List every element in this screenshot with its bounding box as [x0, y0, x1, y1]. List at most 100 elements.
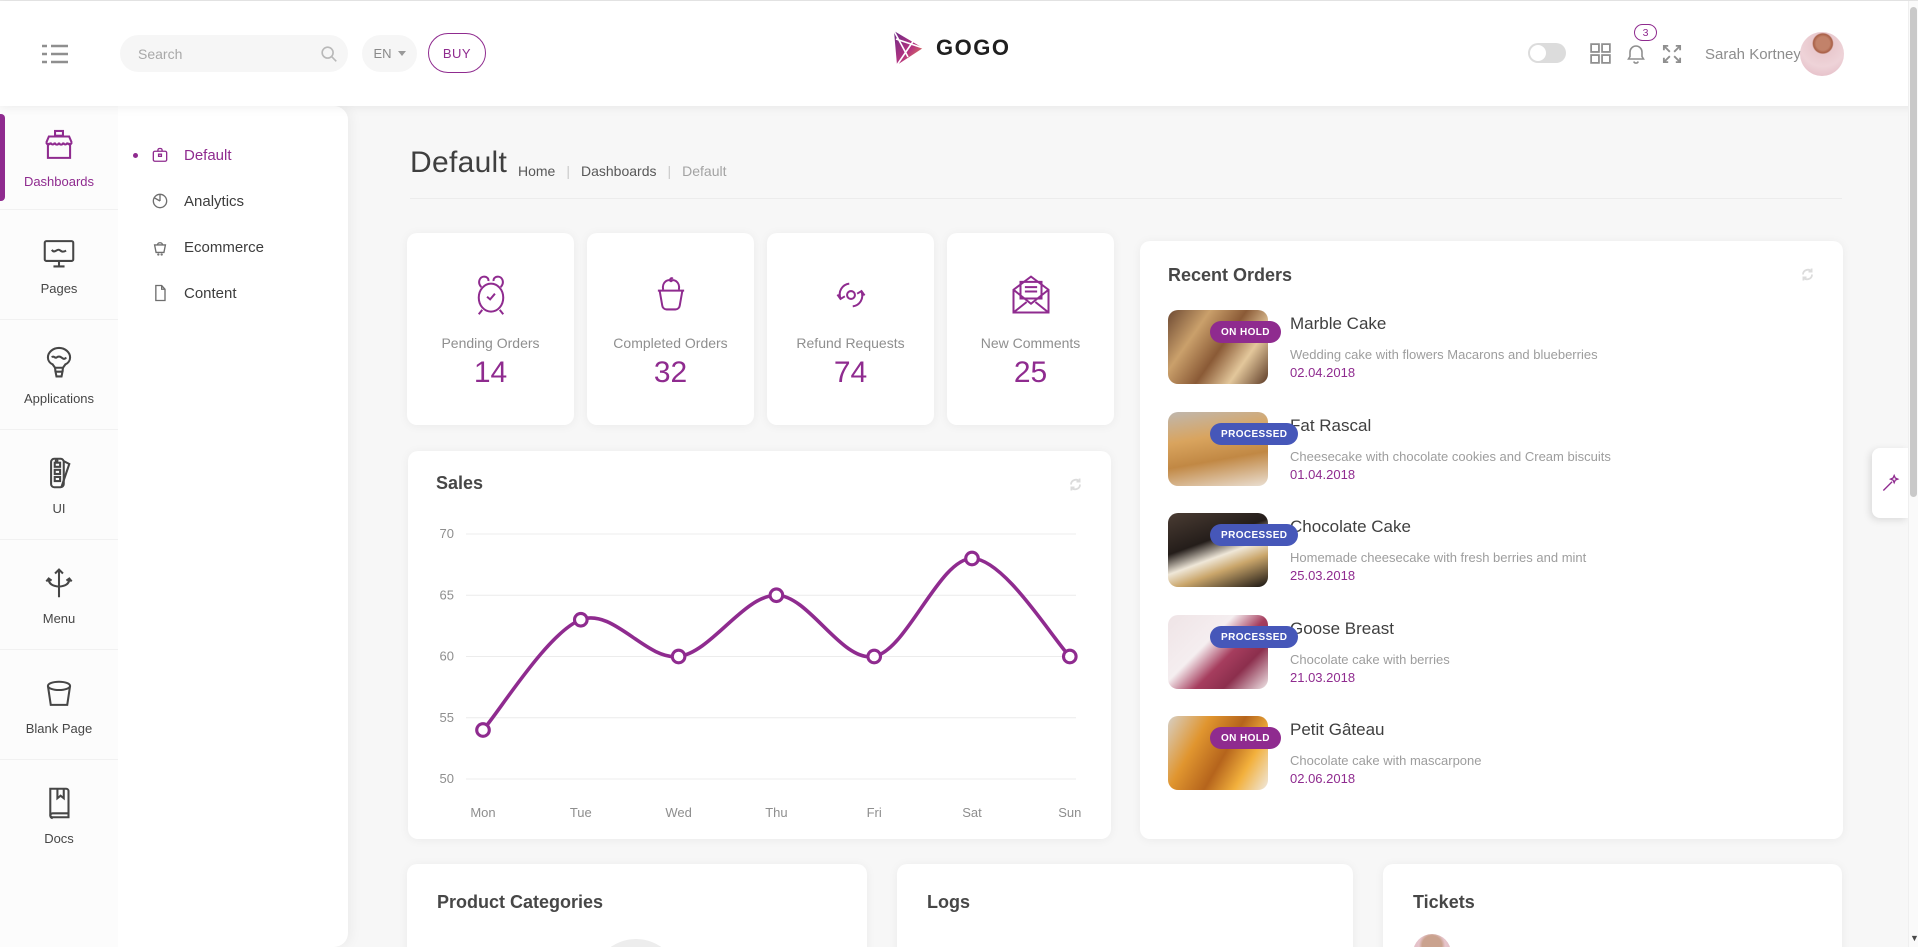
order-name[interactable]: Petit Gâteau — [1290, 720, 1385, 739]
search-input[interactable] — [138, 45, 319, 62]
stat-label: Pending Orders — [441, 335, 540, 351]
ticket-avatar — [1413, 934, 1451, 947]
svg-text:Tue: Tue — [570, 805, 592, 820]
secondary-sidebar: Default Analytics Ecommerce Content — [118, 106, 348, 947]
order-status-badge: ON HOLD — [1210, 727, 1281, 749]
order-description: Wedding cake with flowers Macarons and b… — [1290, 347, 1598, 362]
gogo-logo-icon — [893, 30, 924, 66]
order-row[interactable]: PROCESSED Chocolate Cake Homemade cheese… — [1168, 513, 1816, 587]
dark-mode-toggle[interactable] — [1528, 43, 1566, 63]
page-title: Default — [410, 146, 508, 179]
order-name[interactable]: Fat Rascal — [1290, 416, 1372, 435]
sidebar-item-label: UI — [52, 500, 66, 516]
svg-text:65: 65 — [440, 587, 454, 602]
svg-text:Wed: Wed — [665, 805, 692, 820]
bucket-icon — [40, 674, 78, 712]
fullscreen-icon[interactable] — [1659, 41, 1685, 67]
order-row[interactable]: ON HOLD Marble Cake Wedding cake with fl… — [1168, 310, 1816, 384]
sales-chart-card: Sales 50 55 60 65 70 Mon Tue Wed Thu Fri Sat Sun — [408, 451, 1111, 839]
refresh-icon[interactable] — [1066, 475, 1085, 494]
file-icon — [150, 283, 170, 303]
breadcrumb: Home | Dashboards | Default — [518, 163, 727, 179]
order-name[interactable]: Goose Breast — [1290, 619, 1394, 638]
svg-text:Sun: Sun — [1058, 805, 1081, 820]
user-name: Sarah Kortney — [1705, 46, 1801, 63]
submenu-item-label: Default — [184, 146, 232, 164]
svg-text:Sat: Sat — [962, 805, 982, 820]
stat-card-new-comments[interactable]: New Comments 25 — [947, 233, 1114, 425]
breadcrumb-dashboards[interactable]: Dashboards — [581, 163, 657, 179]
order-status-badge: PROCESSED — [1210, 423, 1299, 445]
search-icon[interactable] — [319, 44, 339, 64]
submenu-item-label: Ecommerce — [184, 238, 265, 256]
page-scrollbar[interactable]: ▼ — [1908, 1, 1918, 947]
tickets-title: Tickets — [1413, 892, 1475, 912]
language-selector[interactable]: EN — [362, 35, 417, 72]
donut-chart — [592, 939, 680, 947]
storefront-icon — [40, 127, 78, 165]
header-divider — [410, 198, 1842, 199]
stat-card-pending-orders[interactable]: Pending Orders 14 — [407, 233, 574, 425]
submenu-item-default[interactable]: Default — [118, 132, 348, 178]
notifications-bell-icon[interactable] — [1624, 42, 1648, 66]
submenu-item-analytics[interactable]: Analytics — [118, 178, 348, 224]
stat-value: 25 — [1013, 356, 1048, 389]
apps-grid-icon[interactable] — [1588, 41, 1613, 66]
stat-card-refund-requests[interactable]: Refund Requests 74 — [767, 233, 934, 425]
caret-down-icon — [397, 51, 406, 56]
active-indicator — [0, 114, 5, 201]
sidebar-item-label: Dashboards — [23, 173, 95, 189]
active-bullet — [133, 152, 138, 158]
sidebar-item-menu[interactable]: Menu — [0, 539, 118, 649]
refresh-icon[interactable] — [1798, 265, 1817, 284]
submenu-item-ecommerce[interactable]: Ecommerce — [118, 224, 348, 270]
submenu-item-label: Analytics — [184, 192, 245, 210]
main-content: Default Home | Dashboards | Default Pend… — [348, 106, 1908, 947]
order-row[interactable]: PROCESSED Fat Rascal Cheesecake with cho… — [1168, 412, 1816, 486]
sidebar-item-pages[interactable]: Pages — [0, 209, 118, 319]
sidebar-item-blank-page[interactable]: Blank Page — [0, 649, 118, 759]
order-status-badge: ON HOLD — [1210, 321, 1281, 343]
user-avatar[interactable] — [1800, 32, 1844, 76]
scrollbar-thumb[interactable] — [1910, 7, 1917, 497]
order-row[interactable]: ON HOLD Petit Gâteau Chocolate cake with… — [1168, 716, 1816, 790]
order-row[interactable]: PROCESSED Goose Breast Chocolate cake wi… — [1168, 615, 1816, 689]
ticket-name: Mayra Sibl — [1465, 945, 1531, 947]
menu-burger-icon[interactable] — [40, 41, 72, 67]
sidebar-item-dashboards[interactable]: Dashboards — [0, 106, 118, 209]
sidebar-item-docs[interactable]: Docs — [0, 759, 118, 869]
breadcrumb-home[interactable]: Home — [518, 163, 556, 179]
order-description: Chocolate cake with berries — [1290, 652, 1450, 667]
sidebar-item-label: Docs — [44, 830, 74, 846]
sidebar-item-applications[interactable]: Applications — [0, 319, 118, 429]
theme-customizer-button[interactable] — [1872, 448, 1908, 518]
order-date: 02.04.2018 — [1290, 365, 1356, 380]
ticket-row[interactable]: Mayra Sibl — [1413, 934, 1531, 947]
svg-text:Thu: Thu — [765, 805, 787, 820]
order-status-badge: PROCESSED — [1210, 626, 1299, 648]
svg-text:55: 55 — [440, 710, 454, 725]
sidebar-item-ui[interactable]: UI — [0, 429, 118, 539]
stat-value: 32 — [653, 356, 688, 389]
order-name[interactable]: Marble Cake — [1290, 314, 1387, 333]
monitor-icon — [40, 234, 78, 272]
swatches-icon — [40, 454, 78, 492]
trident-arrows-icon — [40, 564, 78, 602]
svg-text:70: 70 — [440, 526, 454, 541]
svg-text:Mon: Mon — [470, 805, 495, 820]
sales-card-title: Sales — [436, 473, 484, 493]
logs-card: Logs — [897, 864, 1353, 947]
submenu-item-content[interactable]: Content — [118, 270, 348, 316]
scrollbar-down-arrow[interactable]: ▼ — [1910, 933, 1918, 943]
sidebar-item-label: Applications — [23, 390, 95, 406]
breadcrumb-separator: | — [566, 163, 570, 179]
stat-card-completed-orders[interactable]: Completed Orders 32 — [587, 233, 754, 425]
svg-text:60: 60 — [440, 649, 454, 664]
stat-label: Completed Orders — [613, 335, 728, 351]
order-name[interactable]: Chocolate Cake — [1290, 517, 1411, 536]
magic-wand-icon — [1880, 473, 1900, 493]
buy-button[interactable]: BUY — [428, 33, 486, 73]
briefcase-icon — [150, 145, 170, 165]
book-icon — [40, 784, 78, 822]
brand-logo[interactable]: GOGO — [890, 29, 1010, 67]
